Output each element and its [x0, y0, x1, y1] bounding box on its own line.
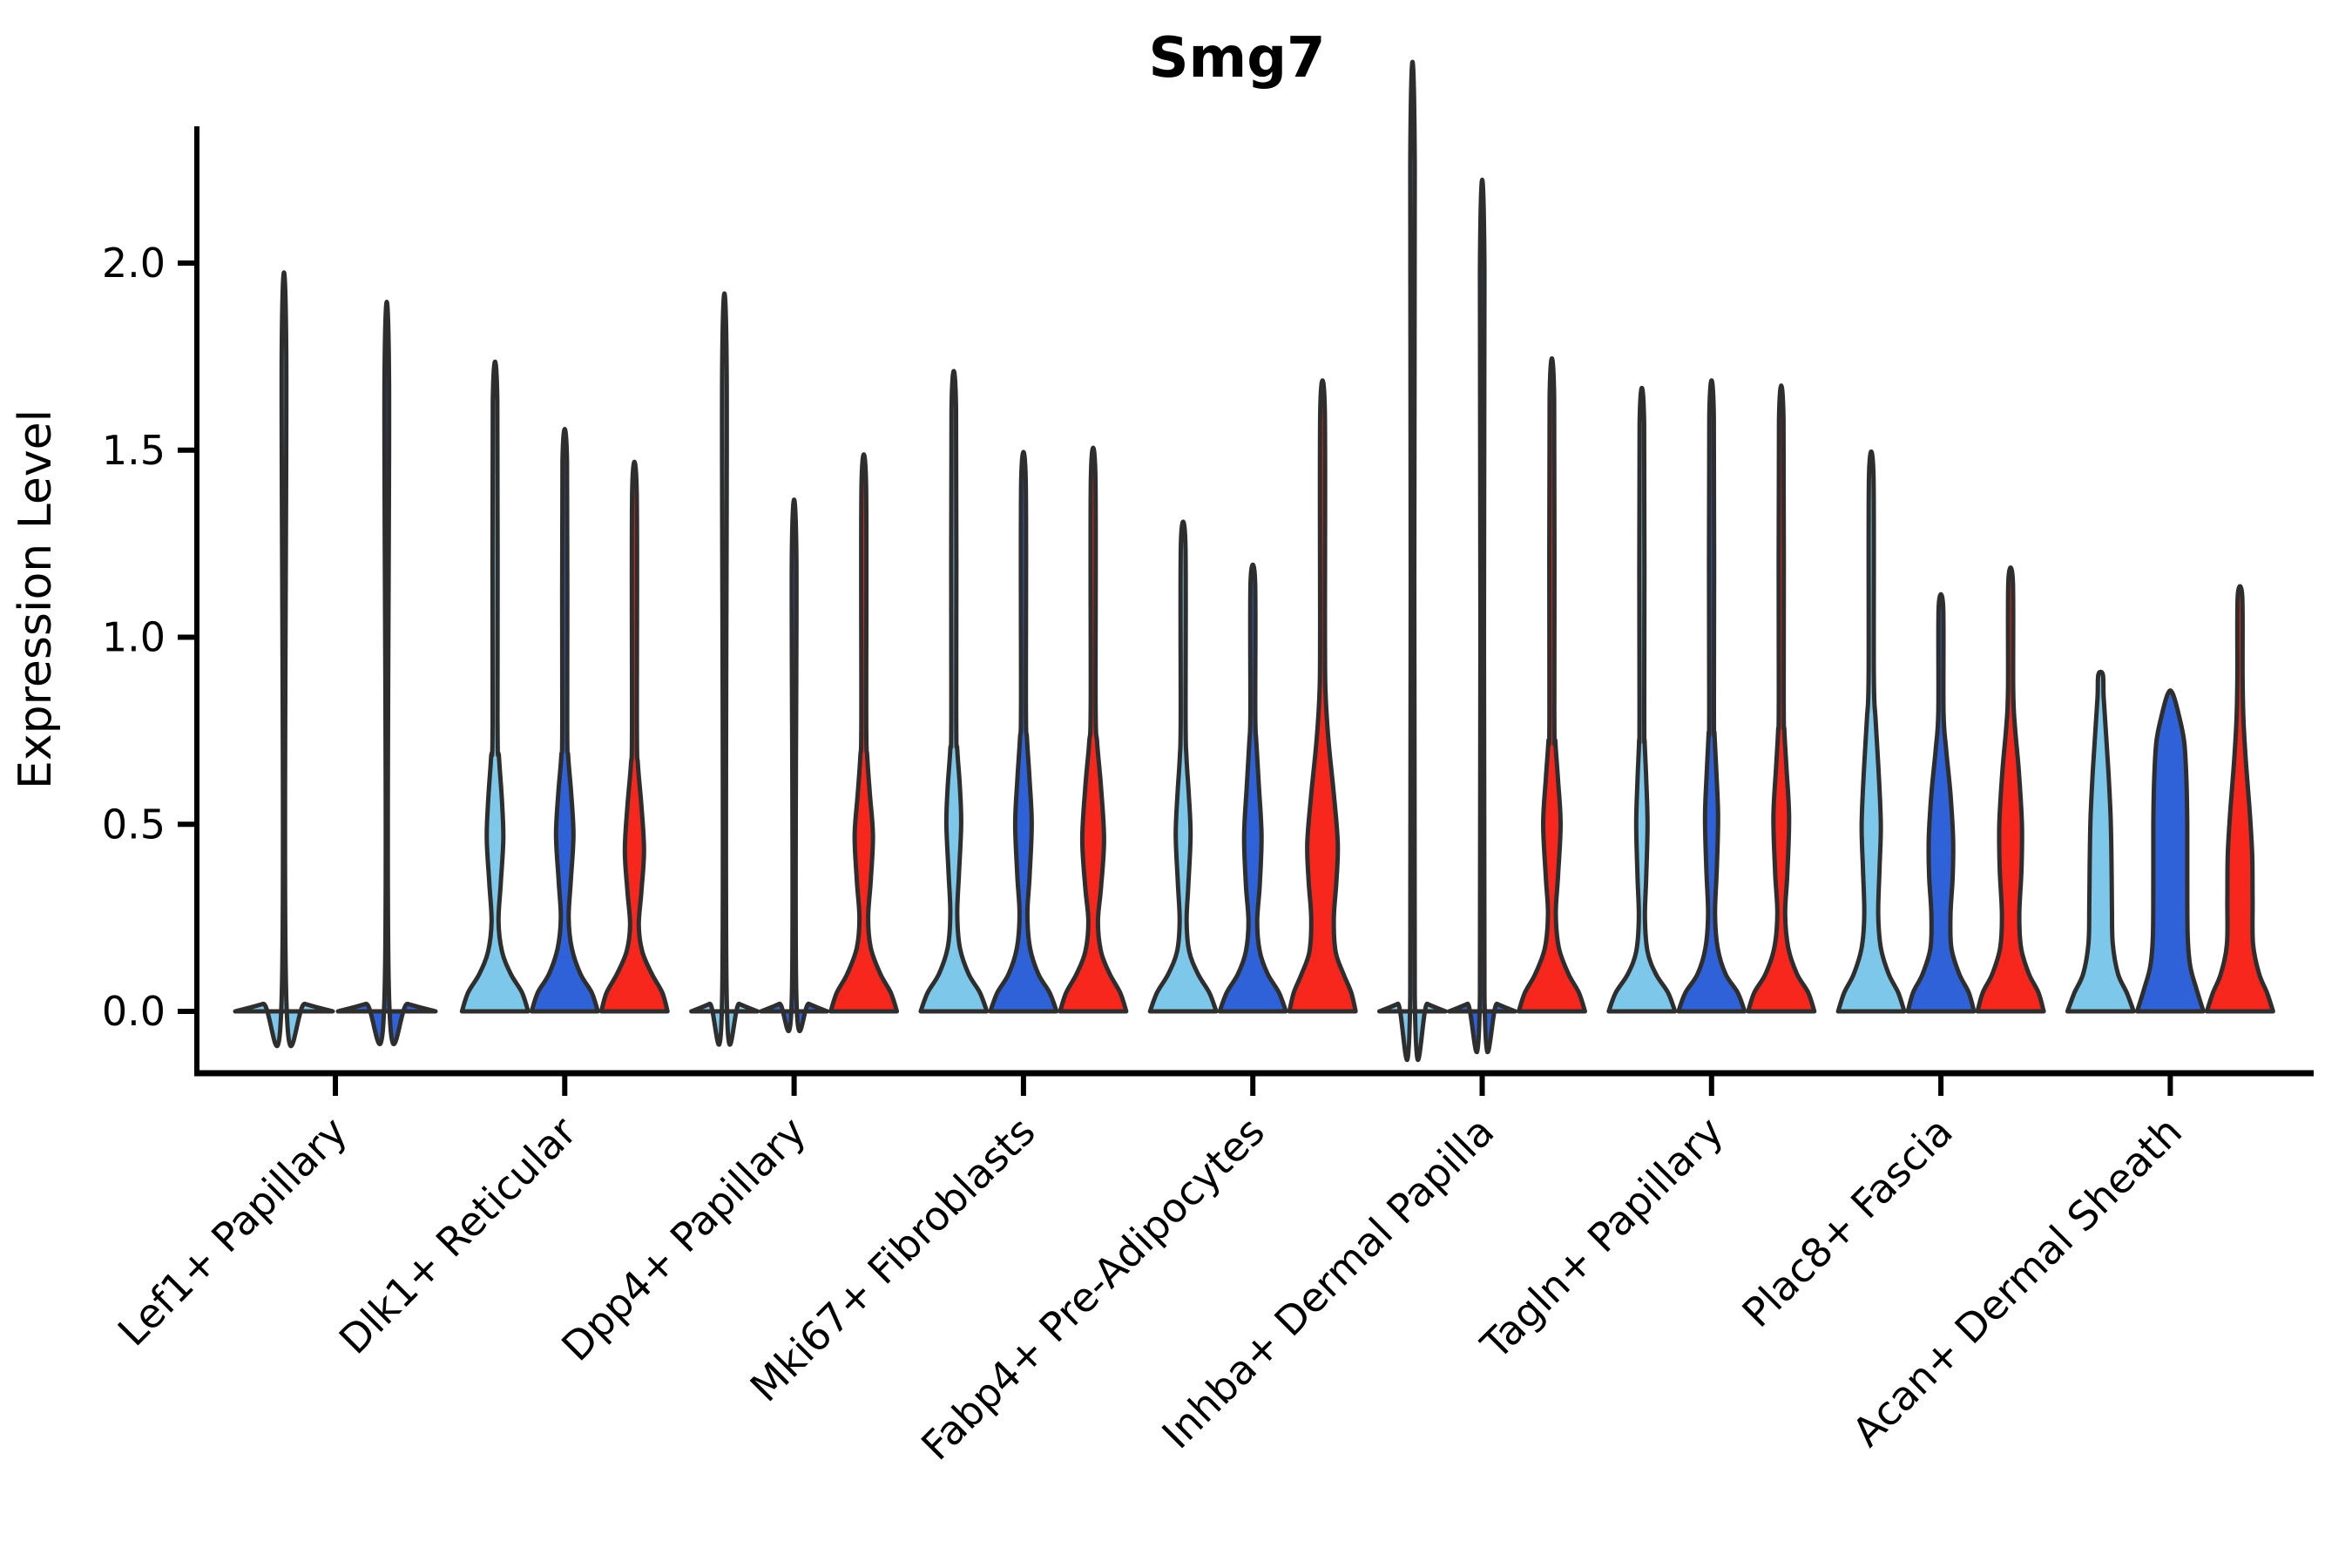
- violin-plac8-fascia-light-blue: [1835, 449, 1907, 1014]
- violin-acan-dermal-sheath-light-blue: [2065, 669, 2136, 1014]
- violins: [233, 59, 2275, 1063]
- violin-acan-dermal-sheath-dark-blue: [2134, 688, 2206, 1014]
- violin-plac8-fascia-dark-blue: [1905, 591, 1977, 1014]
- violin-acan-dermal-sheath-red: [2204, 584, 2275, 1014]
- y-tick-label: 1.5: [102, 427, 166, 474]
- y-tick-label: 0.5: [102, 801, 166, 848]
- plot-title: Smg7: [1148, 26, 1325, 91]
- violin-dlk1-reticular-dark-blue: [529, 427, 600, 1014]
- violin-fabp4-pre-adipocytes-red: [1287, 378, 1358, 1014]
- violin-mki67-fibroblasts-dark-blue: [988, 449, 1059, 1014]
- y-tick-label: 0.0: [102, 988, 166, 1035]
- violin-tagln-papillary-dark-blue: [1676, 378, 1747, 1014]
- violin-lef1-papillary-light-blue: [233, 270, 335, 1049]
- violin-mki67-fibroblasts-red: [1058, 445, 1129, 1014]
- x-tick-label: Lef1+ Papillary: [109, 1108, 356, 1355]
- violin-inhba-dermal-papilla-light-blue: [1377, 59, 1448, 1063]
- x-tick-label: Dpp4+ Papillary: [552, 1108, 814, 1370]
- y-axis-label: Expression Level: [10, 409, 62, 789]
- violin-tagln-papillary-red: [1746, 383, 1817, 1014]
- y-tick-label: 2.0: [102, 240, 166, 287]
- violin-lef1-papillary-dark-blue: [335, 300, 438, 1046]
- violin-inhba-dermal-papilla-dark-blue: [1447, 178, 1517, 1055]
- x-tick-label: Plac8+ Fascia: [1733, 1108, 1961, 1336]
- violin-dpp4-papillary-light-blue: [689, 291, 760, 1047]
- violin-fabp4-pre-adipocytes-light-blue: [1147, 519, 1219, 1014]
- axes: [178, 126, 2314, 1096]
- violin-dlk1-reticular-red: [598, 459, 670, 1014]
- x-tick-label: Dlk1+ Reticular: [330, 1108, 585, 1363]
- violin-dpp4-papillary-dark-blue: [759, 497, 830, 1034]
- violin-dpp4-papillary-red: [828, 452, 900, 1014]
- y-tick-label: 1.0: [102, 614, 166, 661]
- violin-plac8-fascia-red: [1975, 565, 2046, 1014]
- violin-mki67-fibroblasts-light-blue: [918, 368, 990, 1014]
- violin-dlk1-reticular-light-blue: [459, 359, 531, 1014]
- violin-fabp4-pre-adipocytes-dark-blue: [1217, 562, 1288, 1014]
- x-tick-label: Tagln+ Papillary: [1471, 1108, 1733, 1369]
- violin-tagln-papillary-light-blue: [1606, 386, 1678, 1014]
- violin-inhba-dermal-papilla-red: [1517, 356, 1587, 1014]
